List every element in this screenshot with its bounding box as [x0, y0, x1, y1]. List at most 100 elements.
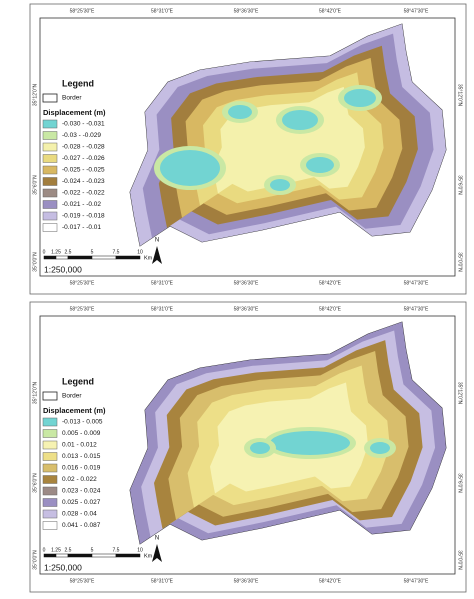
latitude-label: 35°12'0"N: [457, 382, 463, 405]
map-panel: 58°25'30"E 58°31'0"E 58°36'30"E 58°42'0"E 58…: [29, 3, 467, 295]
north-label: N: [155, 238, 159, 244]
north-label: N: [155, 536, 159, 542]
scale-label: 10: [137, 249, 143, 255]
latitude-label: 35°6'0"N: [32, 175, 38, 195]
legend-label: 0.01 - 0.012: [62, 442, 97, 449]
legend-label: 0.023 - 0.024: [62, 488, 101, 495]
legend-label: -0.021 - -0.02: [62, 201, 101, 208]
legend-label: -0.028 - -0.028: [62, 144, 105, 151]
scale-ratio: 1:250,000: [44, 264, 82, 274]
longitude-label: 58°42'0"E: [319, 306, 342, 312]
longitude-label: 58°42'0"E: [319, 280, 342, 286]
legend-swatch: [42, 452, 58, 461]
longitude-label: 58°36'30"E: [234, 280, 259, 286]
longitude-label: 58°25'30"E: [70, 280, 95, 286]
scale-segment: [55, 255, 69, 260]
scale-label: 5: [91, 547, 94, 553]
legend-swatch: [42, 211, 58, 221]
legend-swatch: [42, 154, 58, 163]
scale-unit: Km: [144, 255, 153, 261]
legend-label: -0.017 - -0.01: [62, 224, 101, 231]
latitude-label: 35°0'0"N: [457, 550, 463, 570]
longitude-label: 58°25'30"E: [70, 578, 95, 584]
displacement-zone: [270, 179, 290, 191]
legend-swatch: [42, 498, 58, 507]
legend-swatch: [42, 188, 58, 198]
longitude-label: 58°36'30"E: [234, 8, 259, 14]
legend-swatch: [42, 142, 58, 152]
scale-segment: [55, 553, 69, 558]
legend-label: -0.019 - -0.018: [62, 213, 105, 220]
longitude-label: 58°36'30"E: [234, 578, 259, 584]
latitude-label: 35°6'0"N: [32, 473, 38, 493]
latitude-label: 35°0'0"N: [32, 550, 38, 570]
legend-label: Border: [62, 393, 82, 400]
longitude-label: 58°42'0"E: [319, 8, 342, 14]
map-panel: 58°25'30"E 58°31'0"E 58°36'30"E 58°42'0"E 58…: [29, 301, 467, 593]
scale-segment: [91, 553, 117, 558]
legend-swatch: [42, 475, 58, 484]
legend-swatch: [42, 391, 58, 401]
legend-title: Legend: [62, 78, 94, 88]
legend-swatch: [42, 177, 58, 186]
longitude-label: 58°36'30"E: [234, 306, 259, 312]
latitude-label: 35°12'0"N: [457, 84, 463, 107]
legend-subtitle: Displacement (m): [43, 108, 106, 117]
scale-label: 1.25: [51, 547, 61, 553]
map-body: [129, 321, 447, 545]
displacement-zone: [250, 442, 270, 454]
scale-ratio: 1:250,000: [44, 562, 82, 572]
legend-swatch: [42, 463, 58, 473]
scale-label: 10: [137, 547, 143, 553]
legend-label: 0.005 - 0.009: [62, 430, 101, 437]
longitude-label: 58°42'0"E: [319, 578, 342, 584]
legend-swatch: [42, 119, 58, 129]
legend-swatch: [42, 131, 58, 140]
legend-title: Legend: [62, 376, 94, 386]
legend-label: -0.024 - -0.023: [62, 178, 105, 185]
legend-label: 0.028 - 0.04: [62, 511, 97, 518]
latitude-label: 35°6'0"N: [457, 175, 463, 195]
map-body: [129, 23, 447, 247]
scale-label: 0: [43, 547, 46, 553]
latitude-label: 35°12'0"N: [32, 83, 38, 106]
longitude-label: 58°25'30"E: [70, 8, 95, 14]
legend-label: 0.013 - 0.015: [62, 453, 101, 460]
legend-label: 0.016 - 0.019: [62, 465, 101, 472]
legend-swatch: [42, 429, 58, 438]
displacement-zone: [370, 442, 390, 454]
north-arrow: [152, 544, 162, 562]
legend-label: Border: [62, 95, 82, 102]
scale-segment: [115, 553, 141, 558]
longitude-label: 58°47'30"E: [404, 8, 429, 14]
legend-swatch: [42, 417, 58, 427]
legend-swatch: [42, 165, 58, 175]
north-arrow: [152, 246, 162, 264]
longitude-label: 58°47'30"E: [404, 578, 429, 584]
scale-segment: [67, 553, 93, 558]
legend: Legend Border Displacement (m) -0.013 - 0.0…: [42, 376, 106, 530]
scale-segment: [43, 255, 57, 260]
latitude-label: 35°12'0"N: [32, 381, 38, 404]
scale-label: 2.5: [65, 547, 72, 553]
displacement-zone: [282, 110, 318, 130]
scale-label: 5: [91, 249, 94, 255]
legend-swatch: [42, 509, 58, 519]
longitude-label: 58°31'0"E: [151, 8, 174, 14]
scale-segment: [115, 255, 141, 260]
scale-label: 7.5: [113, 249, 120, 255]
legend-swatch: [42, 223, 58, 232]
displacement-zone: [344, 89, 376, 107]
legend-label: -0.022 - -0.022: [62, 190, 105, 197]
longitude-label: 58°31'0"E: [151, 306, 174, 312]
legend-swatch: [42, 521, 58, 530]
latitude-label: 35°0'0"N: [32, 252, 38, 272]
displacement-zone: [270, 431, 350, 455]
longitude-label: 58°25'30"E: [70, 306, 95, 312]
legend-label: 0.025 - 0.027: [62, 499, 101, 506]
longitude-label: 58°47'30"E: [404, 306, 429, 312]
legend-swatch: [42, 486, 58, 496]
legend: Legend Border Displacement (m) -0.030 - -0.…: [42, 78, 106, 232]
displacement-zone: [228, 105, 252, 119]
